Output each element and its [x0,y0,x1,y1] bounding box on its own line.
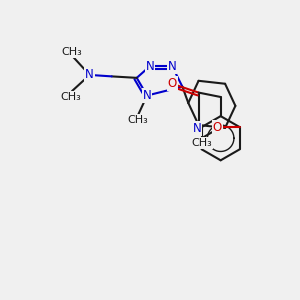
Text: CH₃: CH₃ [60,92,81,102]
Text: O: O [212,121,222,134]
Text: N: N [168,60,176,73]
Text: CH₃: CH₃ [191,138,212,148]
Text: CH₃: CH₃ [128,115,148,125]
Text: CH₃: CH₃ [61,47,82,57]
Text: N: N [143,89,152,102]
Text: N: N [85,68,94,81]
Text: N: N [193,122,202,135]
Text: N: N [146,60,154,73]
Text: O: O [167,77,177,90]
